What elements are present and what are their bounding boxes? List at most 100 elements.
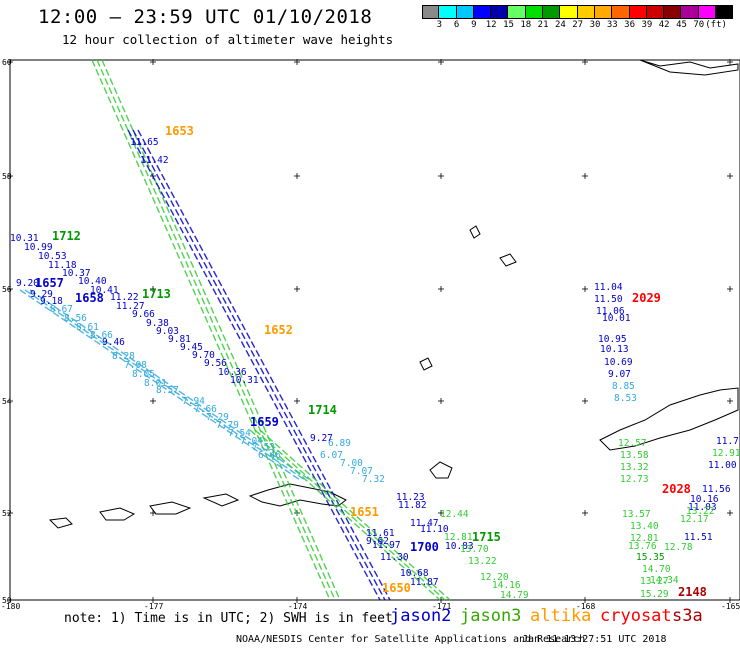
color-swatch — [508, 5, 526, 19]
wave-height-value: 10.40 — [78, 276, 107, 287]
wave-height-value: 14.70 — [642, 564, 671, 575]
wave-height-value: 8.28 — [112, 351, 135, 362]
wave-height-value: 11.22 — [110, 292, 139, 303]
wave-height-value: 12.20 — [480, 572, 509, 583]
wave-height-value: 9.66 — [132, 309, 155, 320]
color-scale-label: 9 — [471, 20, 477, 30]
time-label: 1652 — [264, 323, 293, 337]
wave-height-value: 10.36 — [218, 367, 247, 378]
color-scale-label: 24 — [554, 20, 566, 30]
wave-height-value: 7.53 — [252, 442, 275, 453]
wave-height-value: 12.81 — [444, 532, 473, 543]
wave-height-value: 7.98 — [124, 360, 147, 371]
wave-height-value: 11.27 — [116, 301, 145, 312]
lat-tick-label: 60 — [2, 58, 12, 67]
wave-height-value: 14.34 — [650, 575, 679, 586]
wave-height-value: 10.31 — [10, 233, 39, 244]
generation-timestamp: Jan 11 13:27:51 UTC 2018 — [522, 634, 667, 645]
color-scale-label: 21 — [537, 20, 549, 30]
wave-height-value: 10.16 — [690, 494, 719, 505]
wave-height-value: 11.00 — [708, 460, 737, 471]
color-scale-label: 45 — [676, 20, 687, 30]
wave-height-value: 8.85 — [612, 381, 635, 392]
lat-tick-label: 56 — [2, 285, 12, 294]
color-swatch — [543, 5, 561, 19]
jason3-track — [101, 59, 341, 601]
color-scale-label: 42 — [658, 20, 670, 30]
wave-height-value: 11.06 — [596, 306, 625, 317]
wave-height-value: 13.40 — [630, 521, 659, 532]
wave-height-value: 13.70 — [460, 544, 489, 555]
wave-height-value: 10.83 — [445, 541, 474, 552]
wave-height-value: 13.57 — [622, 509, 651, 520]
time-label: 1650 — [382, 581, 411, 595]
lat-tick-label: 52 — [2, 509, 12, 518]
color-swatch — [456, 5, 474, 19]
lat-tick-label: 54 — [2, 397, 12, 406]
wave-height-value: 11.51 — [684, 532, 713, 543]
track-swath — [24, 289, 306, 481]
color-scale-label: 3 — [436, 20, 443, 30]
color-swatch — [439, 5, 457, 19]
wave-height-value: 9.56 — [204, 358, 227, 369]
wave-height-value: 11.76 — [716, 436, 740, 447]
time-label: 2028 — [662, 482, 691, 496]
wave-height-value: 7.94 — [182, 396, 205, 407]
jason3-track — [249, 429, 441, 601]
wave-height-value: 7.54 — [228, 428, 251, 439]
wave-height-value: 10.68 — [400, 568, 429, 579]
color-swatch — [716, 5, 734, 19]
wave-height-value: 10.53 — [38, 251, 67, 262]
wave-height-value: 15.35 — [636, 552, 665, 563]
lon-tick-label: -165 — [721, 602, 740, 611]
wave-height-value: 10.69 — [604, 357, 633, 368]
color-scale-label: 12 — [485, 20, 497, 30]
color-swatch — [681, 5, 699, 19]
wave-height-value: 8.53 — [614, 393, 637, 404]
coastline — [429, 461, 453, 479]
wave-height-value: 8.56 — [64, 313, 87, 324]
wave-height-value: 13.22 — [468, 556, 497, 567]
jason3-track — [254, 429, 446, 601]
color-scale-label: 36 — [624, 20, 636, 30]
time-label: 1714 — [308, 403, 337, 417]
wave-height-value: 6.89 — [328, 438, 351, 449]
wave-height-value: 8.67 — [50, 304, 73, 315]
legend-entry-s3a: s3a — [672, 606, 703, 626]
color-swatch — [577, 5, 595, 19]
time-label: 1651 — [350, 505, 379, 519]
jason2-track — [132, 129, 386, 601]
wave-height-value: 9.81 — [168, 334, 191, 345]
color-swatch — [422, 5, 440, 19]
coastline — [639, 59, 739, 76]
wave-height-value: 11.97 — [372, 540, 401, 551]
time-label: 1715 — [472, 530, 501, 544]
wave-height-value: 11.30 — [380, 552, 409, 563]
map-frame — [9, 59, 740, 601]
time-label: 1653 — [165, 124, 194, 138]
color-scale-label: 33 — [606, 20, 618, 30]
wave-height-value: 7.00 — [340, 458, 363, 469]
wave-height-value: 8.05 — [132, 369, 155, 380]
color-swatch — [525, 5, 544, 19]
wave-height-value: 13.22 — [686, 506, 715, 517]
lon-tick-label: -180 — [1, 602, 20, 611]
wave-height-value: 11.56 — [702, 484, 731, 495]
wave-height-value: 9.38 — [146, 318, 169, 329]
color-scale-bar — [422, 5, 734, 19]
color-swatch — [698, 5, 717, 19]
wave-height-value: 11.42 — [140, 155, 169, 166]
wave-height-value: 9.20 — [16, 278, 39, 289]
wave-height-value: 7.04 — [240, 436, 263, 447]
jason3-track — [96, 59, 336, 601]
coastline — [48, 517, 73, 529]
legend-entry-jason3: jason3 — [460, 606, 522, 626]
wave-height-value: 9.46 — [102, 337, 125, 348]
color-swatch — [664, 5, 682, 19]
wave-height-value: 7.29 — [206, 412, 229, 423]
wave-height-value: 11.61 — [366, 528, 395, 539]
wave-height-value: 8.01 — [144, 378, 167, 389]
wave-height-value: 14.79 — [500, 590, 529, 601]
time-label: 1700 — [410, 540, 439, 554]
jason3-track — [91, 59, 331, 601]
